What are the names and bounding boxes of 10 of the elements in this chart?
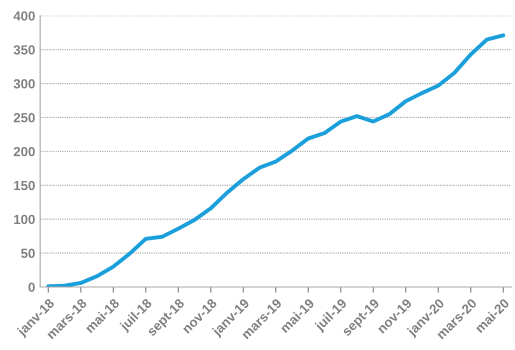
y-tick-label: 50 [21, 248, 35, 258]
y-tick-label: 300 [14, 79, 35, 88]
y-tick-label: 350 [14, 45, 35, 55]
y-tick-label: 100 [14, 214, 35, 224]
y-tick-label: 200 [14, 146, 35, 156]
y-tick-label: 400 [13, 11, 35, 21]
y-tick-label: 0 [28, 282, 35, 292]
y-tick-label: 150 [14, 180, 35, 190]
line-series [46, 33, 506, 287]
y-tick-label: 250 [14, 113, 35, 122]
